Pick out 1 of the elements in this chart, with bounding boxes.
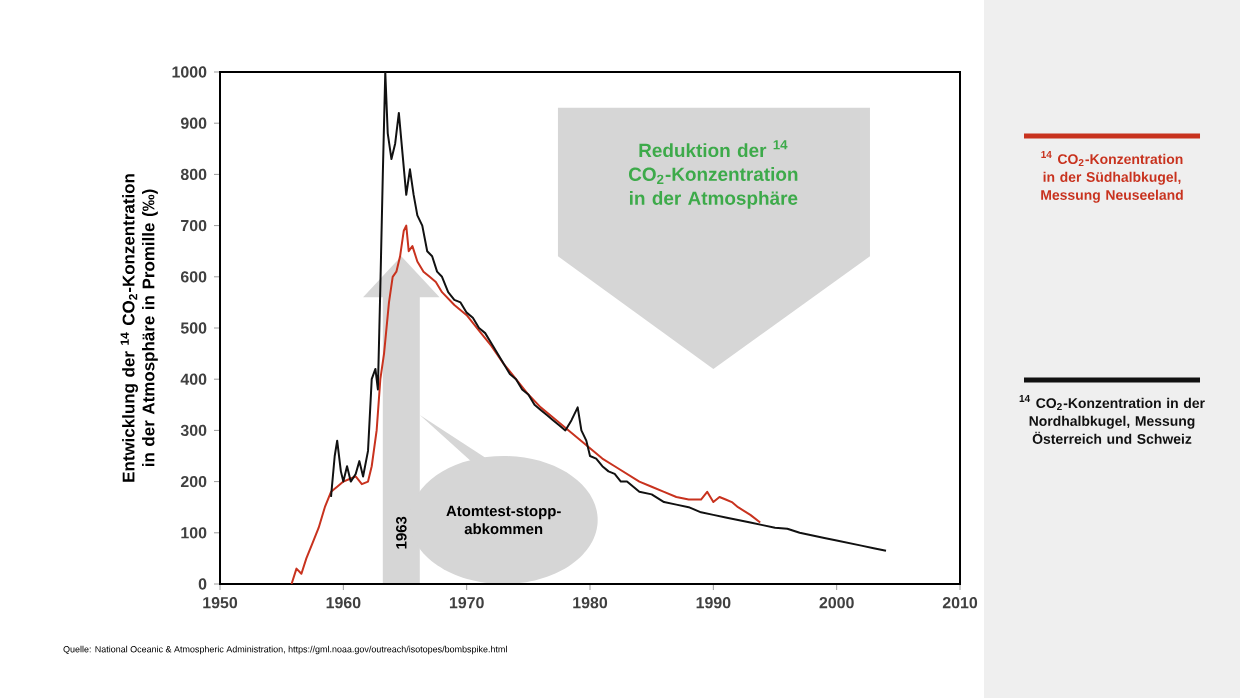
text: Reduktion der $^{14}$ CO$_{2}$-Konzentration in der Atmosphäre bbox=[628, 140, 798, 209]
